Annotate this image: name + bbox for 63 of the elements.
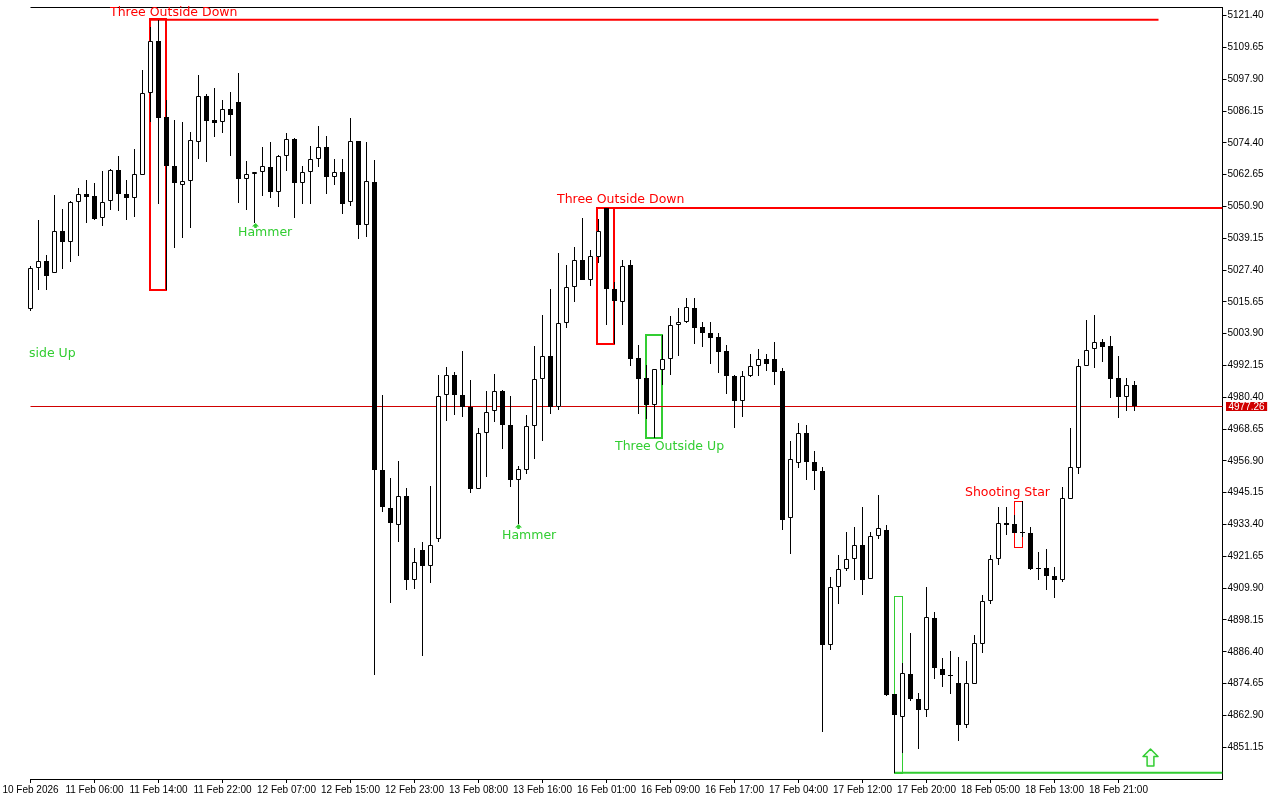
x-tick-label: 13 Feb 08:00 <box>449 783 509 795</box>
candlestick <box>948 651 953 694</box>
y-tick-label: 4874.65 <box>1227 677 1265 689</box>
y-tick-label: 4980.40 <box>1227 391 1265 403</box>
candlestick <box>1020 501 1025 537</box>
y-tick-label: 4956.90 <box>1227 454 1265 466</box>
annotation: Three Outside Down <box>109 4 238 20</box>
candlestick <box>36 220 41 290</box>
x-tick-label: 16 Feb 01:00 <box>577 783 637 795</box>
y-tick-label: 5027.40 <box>1227 263 1265 275</box>
candlestick <box>1004 507 1009 535</box>
y-tick-label: 4968.65 <box>1227 422 1265 434</box>
x-tick-label: 12 Feb 23:00 <box>385 783 445 795</box>
x-tick-label: 18 Feb 21:00 <box>1089 783 1149 795</box>
x-tick-label: 12 Feb 15:00 <box>321 783 381 795</box>
candlestick <box>228 92 233 156</box>
y-tick-label: 5003.90 <box>1227 327 1265 339</box>
x-tick-label: 11 Feb 14:00 <box>129 783 189 795</box>
x-tick-label: 18 Feb 05:00 <box>961 783 1021 795</box>
y-tick-label: 4886.40 <box>1227 645 1265 657</box>
annotation: Three Outside Down <box>556 191 685 207</box>
x-tick-label: 16 Feb 09:00 <box>641 783 701 795</box>
y-tick-label: 5039.15 <box>1227 232 1265 244</box>
x-tick-label: 18 Feb 13:00 <box>1025 783 1085 795</box>
annotation: Three Outside Up <box>614 438 725 454</box>
annotation: Shooting Star <box>965 484 1051 500</box>
y-tick-label: 5015.65 <box>1227 295 1265 307</box>
y-tick-label: 5062.65 <box>1227 168 1265 180</box>
x-tick-label: 12 Feb 07:00 <box>257 783 317 795</box>
x-tick-label: 17 Feb 12:00 <box>833 783 893 795</box>
y-tick-label: 5097.90 <box>1227 73 1265 85</box>
y-tick-label: 4945.15 <box>1227 486 1265 498</box>
y-tick-label: 4898.15 <box>1227 613 1265 625</box>
annotation: side Up <box>29 345 76 361</box>
x-tick-label: 13 Feb 16:00 <box>513 783 573 795</box>
y-tick-label: 5074.40 <box>1227 136 1265 148</box>
candlestick <box>676 308 681 356</box>
candlestick <box>180 122 185 238</box>
y-tick-label: 5050.90 <box>1227 200 1265 212</box>
y-tick-label: 4933.40 <box>1227 518 1265 530</box>
y-tick-label: 5109.65 <box>1227 41 1265 53</box>
y-tick-label: 5086.15 <box>1227 104 1265 116</box>
x-tick-label: 16 Feb 17:00 <box>705 783 765 795</box>
y-tick-label: 5121.40 <box>1227 9 1265 21</box>
x-tick-label: 11 Feb 06:00 <box>65 783 125 795</box>
candlestick <box>252 172 257 223</box>
y-tick-label: 4909.90 <box>1227 581 1265 593</box>
y-tick-label: 4992.15 <box>1227 359 1265 371</box>
x-tick-label: 11 Feb 22:00 <box>193 783 253 795</box>
annotation: Hammer <box>238 224 294 240</box>
candlestick <box>1036 552 1041 580</box>
candlestick <box>124 180 129 220</box>
ref-line-label: 4977.26 <box>1228 400 1266 412</box>
annotation: Hammer <box>502 527 558 543</box>
y-tick-label: 4851.15 <box>1227 740 1265 752</box>
y-tick-label: 4921.65 <box>1227 550 1265 562</box>
candlestick <box>244 161 249 210</box>
y-tick-label: 4862.90 <box>1227 709 1265 721</box>
x-tick-label: 17 Feb 20:00 <box>897 783 957 795</box>
candlestick <box>212 88 217 137</box>
x-tick-label: 10 Feb 2026 <box>2 783 60 795</box>
x-tick-label: 17 Feb 04:00 <box>769 783 829 795</box>
candlestick <box>84 180 89 223</box>
